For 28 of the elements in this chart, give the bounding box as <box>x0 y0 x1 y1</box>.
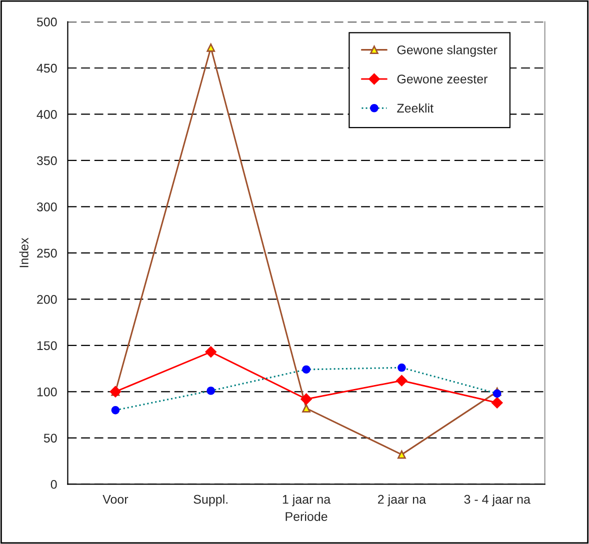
y-tick-label: 350 <box>36 156 57 166</box>
y-tick-label: 250 <box>37 248 57 258</box>
y-tick-label: 450 <box>36 64 57 73</box>
y-tick-label: 400 <box>36 110 57 119</box>
y-tick-label: 0 <box>50 480 57 489</box>
y-tick-label: 50 <box>44 434 57 443</box>
y-tick-label: 300 <box>36 202 57 212</box>
point <box>205 346 216 358</box>
point <box>302 404 310 412</box>
point <box>300 393 312 405</box>
point <box>206 43 216 52</box>
x-tick-label: 3 - 4 jaar na <box>464 494 530 506</box>
point <box>398 450 406 459</box>
y-tick-label: 200 <box>37 295 57 304</box>
point <box>492 397 503 408</box>
y-tick-label: 100 <box>37 387 57 396</box>
point <box>396 374 408 386</box>
x-tick-label: Suppl. <box>194 494 228 506</box>
legend-label: Gewone slangster <box>397 45 498 57</box>
x-tick-label: 2 jaar na <box>378 494 426 506</box>
y-axis-title: Index <box>19 238 28 268</box>
y-tick-label: 150 <box>37 341 57 350</box>
x-tick-label: Voor <box>102 495 128 504</box>
legend-label: Zeeklit <box>397 103 434 113</box>
x-tick-label: 1 jaar na <box>282 494 331 506</box>
legend-label: Gewone zeester <box>397 74 488 84</box>
x-axis-title: Periode <box>286 512 328 521</box>
y-tick-label: 500 <box>36 18 57 26</box>
